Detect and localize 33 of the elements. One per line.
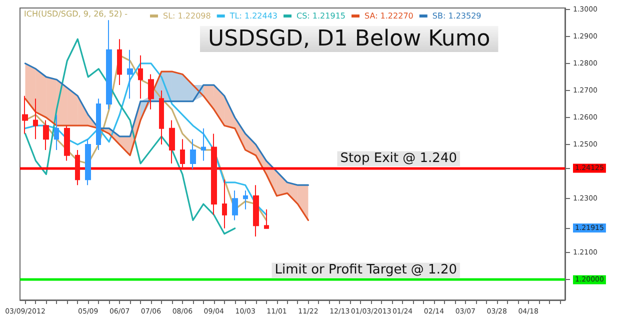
candlestick [33, 98, 38, 140]
candlestick [54, 114, 59, 150]
legend-label: TL: 1.22443 [228, 12, 278, 20]
candlestick [211, 133, 217, 216]
legend-label: SL: 1.22098 [163, 12, 211, 20]
candlestick [148, 74, 154, 110]
candlestick [169, 120, 175, 164]
candlestick [232, 190, 238, 221]
candlestick [22, 95, 28, 134]
legend-label: SA: 1.22270 [364, 12, 414, 20]
candlestick [127, 49, 133, 100]
candlestick [201, 128, 206, 162]
ref-line-label: Limit or Profit Target @ 1.20 [274, 262, 457, 278]
candlestick [264, 208, 269, 229]
ref-line-label: Stop Exit @ 1.240 [340, 151, 457, 166]
candlestick [106, 20, 112, 110]
text: USDSGD, D1 Below Kumo [208, 26, 490, 52]
candlestick [117, 38, 122, 86]
legend-label: CS: 1.21915 [296, 12, 346, 20]
candlestick [253, 184, 259, 237]
candlestick [96, 98, 101, 150]
candlestick [138, 54, 143, 100]
candlestick [222, 179, 227, 229]
legend-title: ICH(USD/SGD, 9, 26, 52) - [24, 10, 128, 18]
candlestick [85, 138, 91, 186]
candlestick [75, 149, 80, 186]
candlestick [64, 125, 70, 162]
legend-label: SB: 1.23529 [432, 12, 482, 20]
candlestick [180, 138, 185, 170]
candlestick [159, 90, 164, 146]
candlestick [190, 138, 196, 170]
candlestick [243, 190, 248, 210]
candlestick [43, 120, 49, 150]
